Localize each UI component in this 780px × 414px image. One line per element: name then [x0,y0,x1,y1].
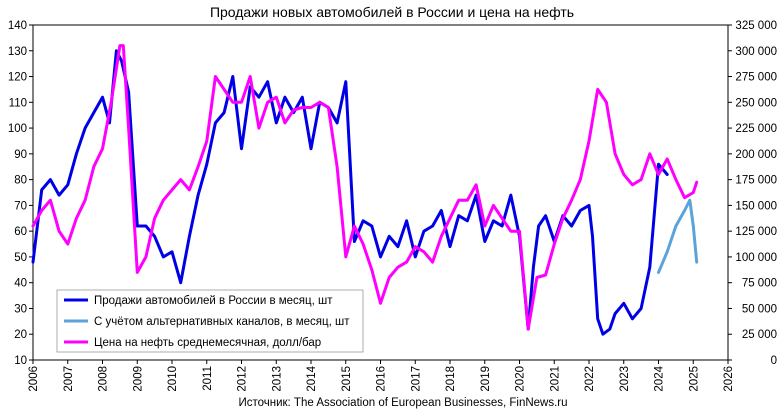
left-tick-label: 90 [14,149,27,161]
x-tick-label: 2021 [549,366,561,392]
left-tick-label: 100 [8,123,27,135]
left-tick-label: 120 [8,72,27,84]
left-tick-label: 50 [14,252,27,264]
x-tick-label: 2026 [723,366,735,392]
x-tick-label: 2020 [515,366,527,392]
chart-source: Источник: The Association of European Bu… [238,397,567,409]
legend-label-alternative: С учётом альтернативных каналов, в месяц… [94,316,350,328]
left-tick-label: 80 [14,175,27,187]
left-tick-label: 60 [14,226,27,238]
right-tick-label: 175 000 [735,175,777,187]
right-tick-label: 275 000 [735,72,777,84]
left-tick-label: 140 [8,20,27,32]
x-tick-label: 2010 [167,366,179,392]
legend: Продажи автомобилей в России в месяц, шт… [56,289,364,353]
x-tick-label: 2007 [63,366,75,392]
x-tick-label: 2012 [237,366,249,392]
x-tick-label: 2011 [202,366,214,391]
x-tick-label: 2013 [271,366,283,392]
x-tick-label: 2017 [410,366,422,392]
left-tick-label: 10 [14,355,27,367]
left-tick-label: 20 [14,329,27,341]
right-tick-label: 225 000 [735,123,777,135]
x-tick-label: 2016 [376,366,388,392]
right-tick-label: 0 [771,355,777,367]
legend-box [56,289,364,353]
left-tick-label: 40 [14,278,27,290]
right-tick-label: 300 000 [735,46,777,58]
left-tick-label: 70 [14,200,27,212]
x-tick-label: 2014 [306,365,318,391]
series-line-oil [31,44,699,331]
right-tick-label: 200 000 [735,149,777,161]
right-tick-label: 100 000 [735,252,777,264]
x-tick-label: 2018 [445,366,457,392]
x-tick-label: 2025 [688,366,700,392]
right-tick-label: 150 000 [735,200,777,212]
x-tick-label: 2015 [341,366,353,392]
x-tick-label: 2006 [28,366,40,392]
x-tick-label: 2022 [584,366,596,392]
right-tick-label: 125 000 [735,226,777,238]
x-tick-label: 2008 [98,366,110,392]
right-tick-label: 325 000 [735,20,777,32]
right-tick-label: 25 000 [742,329,777,341]
x-axis: 2006 2007 2008 2009 2010 2011 2012 2013 2014 2015… [28,360,735,392]
x-tick-label: 2019 [480,366,492,392]
right-tick-label: 75 000 [742,278,777,290]
series-line-alternative [657,198,699,274]
legend-label-oil: Цена на нефть среднемесячная, долл/бар [94,337,321,349]
left-tick-label: 130 [8,46,27,58]
right-tick-label: 50 000 [742,303,777,315]
chart-title: Продажи новых автомобилей в России и цен… [210,4,574,20]
series-line-sales [31,49,669,336]
series-group [31,44,699,336]
legend-label-sales: Продажи автомобилей в России в месяц, шт [94,295,333,307]
x-tick-label: 2009 [132,366,144,392]
right-tick-label: 250 000 [735,97,777,109]
left-tick-label: 110 [9,97,27,109]
right-axis: 0 25 000 50 000 75 000 100 000 125 000 150 000… [728,20,777,367]
left-axis: 10 20 30 40 50 60 70 80 90 100 110 120 130 140 [8,20,33,367]
x-tick-label: 2023 [619,366,631,392]
x-tick-label: 2024 [654,365,666,391]
left-tick-label: 30 [14,303,27,315]
